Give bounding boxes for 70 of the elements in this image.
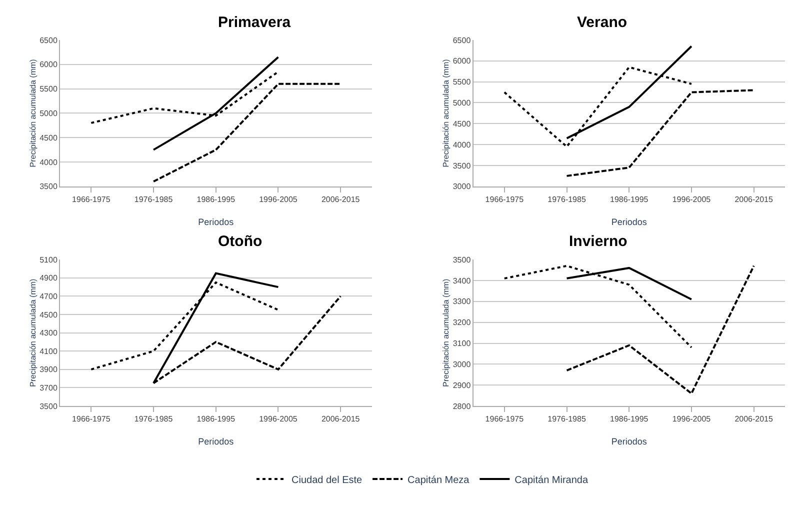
x-tick-label: 1966-1975 — [72, 414, 111, 424]
chart-title: Verano — [577, 14, 628, 31]
chart-title: Invierno — [569, 233, 628, 250]
x-tick-label: 2006-2015 — [734, 414, 774, 424]
x-tick-label: 2006-2015 — [321, 195, 360, 204]
y-tick-label: 3000 — [452, 360, 472, 369]
y-axis-title: Precipitación acumulada (mm) — [442, 58, 451, 168]
y-tick-label: 3500 — [452, 161, 472, 170]
x-axis-title: Periodos — [611, 436, 648, 446]
y-tick-label: 3000 — [452, 182, 472, 192]
x-tick-label: 1986-1995 — [196, 195, 236, 204]
y-tick-label: 6500 — [40, 36, 58, 45]
x-axis-title: Periodos — [198, 216, 234, 227]
y-tick-label: 3300 — [452, 297, 472, 306]
y-tick-label: 5500 — [452, 78, 472, 87]
y-tick-label: 4100 — [40, 346, 58, 356]
x-tick-label: 2006-2015 — [734, 195, 774, 204]
y-tick-label: 5100 — [40, 255, 58, 264]
x-tick-label: 1986-1995 — [196, 414, 236, 424]
x-tick-label: 1996-2005 — [672, 414, 712, 424]
x-tick-label: 1986-1995 — [610, 414, 649, 424]
y-tick-label: 4700 — [40, 292, 58, 301]
y-tick-label: 4500 — [452, 119, 472, 128]
x-tick-label: 1986-1995 — [610, 195, 649, 204]
y-tick-label: 4500 — [40, 310, 58, 320]
y-tick-label: 6000 — [40, 60, 58, 70]
y-axis-title: Precipitación acumulada (mm) — [28, 58, 38, 168]
x-tick-label: 2006-2015 — [321, 414, 360, 424]
x-tick-label: 1976-1985 — [548, 195, 586, 204]
legend-label: Ciudad del Este — [292, 474, 363, 486]
x-tick-label: 1976-1985 — [134, 195, 174, 204]
y-tick-label: 3500 — [40, 402, 58, 411]
y-tick-label: 3400 — [452, 276, 472, 286]
y-tick-label: 5500 — [40, 84, 58, 94]
x-tick-label: 1976-1985 — [548, 414, 586, 424]
y-tick-label: 3900 — [40, 365, 58, 374]
chart-title: Otoño — [218, 233, 262, 250]
x-axis-title: Periodos — [611, 216, 648, 227]
y-tick-label: 2800 — [452, 402, 472, 411]
x-tick-label: 1966-1975 — [485, 414, 524, 424]
legend-label: Capitán Miranda — [514, 474, 588, 486]
x-tick-label: 1976-1985 — [134, 414, 174, 424]
y-tick-label: 6500 — [452, 36, 472, 45]
y-tick-label: 3100 — [452, 339, 472, 348]
y-tick-label: 4000 — [452, 140, 472, 150]
y-tick-label: 4300 — [40, 328, 58, 338]
y-tick-label: 3700 — [40, 384, 58, 392]
line-series — [503, 264, 692, 348]
chart-title: Primavera — [218, 14, 292, 31]
y-tick-label: 3200 — [452, 318, 472, 328]
legend-label: Capitán Meza — [408, 474, 470, 486]
y-tick-label: 6000 — [452, 56, 472, 66]
x-tick-label: 1996-2005 — [259, 195, 298, 204]
x-tick-label: 1996-2005 — [672, 195, 712, 204]
x-axis-title: Periodos — [198, 436, 234, 446]
y-tick-label: 2900 — [452, 380, 472, 390]
x-tick-label: 1966-1975 — [72, 195, 111, 204]
y-tick-label: 3500 — [40, 182, 58, 192]
y-axis-title: Precipitación acumulada (mm) — [442, 278, 451, 387]
y-tick-label: 3500 — [452, 255, 472, 264]
x-tick-label: 1966-1975 — [485, 195, 524, 204]
x-tick-label: 1996-2005 — [259, 414, 298, 424]
y-tick-label: 4900 — [40, 274, 58, 283]
y-tick-label: 5000 — [40, 109, 58, 118]
y-tick-label: 4500 — [40, 133, 58, 142]
line-series — [566, 89, 755, 177]
y-tick-label: 5000 — [452, 98, 472, 108]
y-axis-title: Precipitación acumulada (mm) — [28, 278, 38, 387]
line-series — [566, 264, 755, 394]
y-tick-label: 4000 — [40, 158, 58, 167]
